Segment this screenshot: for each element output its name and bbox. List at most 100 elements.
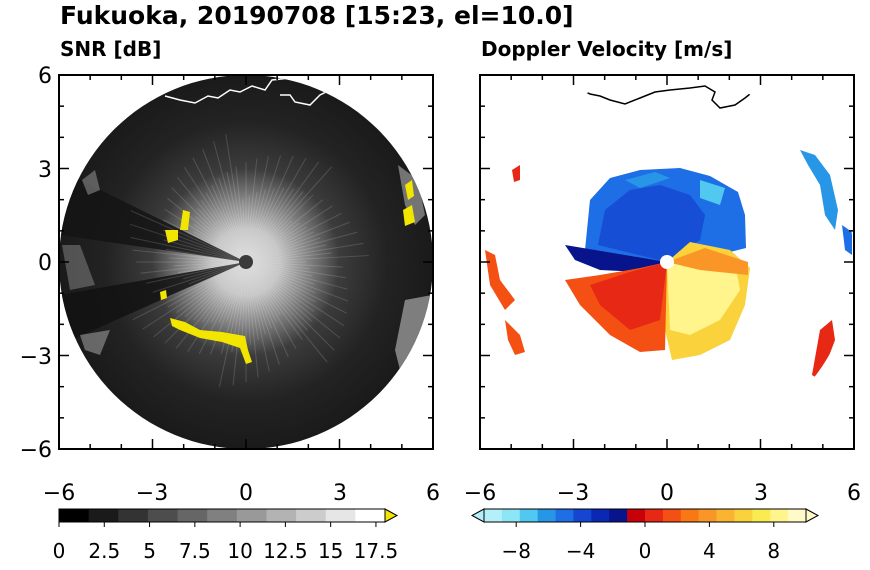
snr-speckle-ray (232, 261, 247, 386)
snr-speckle-ray (218, 261, 247, 323)
snr-colorbar-segment (296, 509, 327, 522)
snr-colorbar-tick-label: 12.5 (263, 539, 308, 563)
snr-colorbar-tick-label: 2.5 (88, 539, 120, 563)
snr-speckle-ray (226, 261, 247, 322)
snr-speckle-ray (245, 226, 307, 263)
doppler-colorbar-segment (519, 509, 539, 522)
snr-speckle-ray (245, 261, 348, 290)
snr-speckle-ray (202, 148, 247, 263)
snr-y-tick-label: −6 (20, 438, 52, 463)
snr-speckle-ray (245, 261, 341, 339)
doppler-colorbar-segment (627, 509, 646, 522)
snr-speckle-ray (245, 261, 266, 335)
snr-speckle-ray (245, 261, 277, 322)
snr-speckle-ray (167, 261, 247, 308)
snr-speckle-ray (245, 261, 345, 327)
doppler-colorbar-extend-min (470, 508, 485, 523)
snr-speckle-ray (245, 261, 328, 363)
snr-speckle-ray (245, 212, 342, 263)
snr-speckle-ray (226, 171, 247, 263)
snr-speckle-ray (245, 221, 350, 263)
snr-colorbar-extend-max (384, 508, 399, 523)
doppler-x-tick-labels: −6 −3 0 3 6 (464, 481, 861, 506)
snr-speckle-ray (245, 195, 251, 263)
doppler-axis-ticks (479, 74, 855, 450)
snr-speckle-ray (193, 223, 247, 263)
snr-speckle-ray (152, 261, 247, 293)
snr-x-tick-labels: −6 −3 0 3 6 (43, 481, 440, 506)
snr-radar-site (239, 255, 253, 269)
snr-speckle-ray (132, 249, 247, 263)
snr-y-tick-label: 0 (38, 251, 52, 276)
snr-colorbar-segment (118, 509, 149, 522)
snr-speckle-ray (245, 187, 285, 263)
snr-panel-title: SNR [dB] (60, 37, 161, 61)
snr-colorbar-segment (355, 509, 386, 522)
snr-speckle-ray (245, 261, 335, 351)
snr-speckle-ray (240, 261, 247, 349)
snr-speckle-ray (245, 189, 266, 263)
doppler-colorbar-segment (770, 509, 789, 522)
snr-speckle-ray (245, 261, 315, 285)
snr-speckle-ray (245, 242, 364, 263)
snr-colorbar-segment (266, 509, 297, 522)
snr-speckle-ray (245, 188, 294, 263)
snr-speckle-ray (245, 161, 320, 263)
snr-speckle-ray (245, 155, 294, 263)
snr-y-tick-label: −3 (20, 345, 52, 370)
snr-speckle-ray (245, 220, 293, 263)
doppler-colorbar-segment (591, 509, 610, 522)
doppler-panel-title: Doppler Velocity [m/s] (481, 37, 732, 61)
doppler-x-tick-label: −3 (557, 481, 589, 506)
snr-colorbar-tick-label: 17.5 (354, 539, 399, 563)
snr-speckle-ray (183, 261, 247, 280)
snr-speckle-ray (153, 261, 247, 338)
snr-speckle-ray (245, 261, 281, 316)
snr-speckle-ray (245, 199, 324, 263)
snr-speckle-ray (171, 187, 247, 263)
snr-speckle-ray (193, 261, 247, 321)
snr-speckle-ray (188, 261, 247, 285)
snr-speckle-ray (245, 155, 282, 263)
snr-speckle-ray (245, 231, 358, 263)
doppler-colorbar-extend-max (805, 508, 820, 523)
snr-speckle-ray (235, 166, 247, 263)
snr-colorbar-segment (325, 509, 356, 522)
snr-speckle-ray (245, 194, 314, 263)
snr-speckle-ray (245, 231, 314, 263)
doppler-radar-site (660, 255, 674, 269)
snr-speckle-ray (130, 210, 247, 263)
snr-x-tick-label: −3 (136, 481, 168, 506)
doppler-colorbar-segment (609, 509, 628, 522)
snr-speckle-ray (184, 261, 247, 318)
doppler-colorbar-segment (788, 509, 807, 522)
snr-speckle-ray (245, 261, 316, 294)
snr-colorbar (58, 508, 399, 527)
snr-speckle-ray (211, 185, 247, 263)
snr-speckle-ray (129, 223, 247, 263)
snr-speckle-ray (132, 261, 247, 321)
snr-speckle-ray (202, 261, 247, 323)
snr-speckle-ray (245, 237, 321, 263)
snr-speckle-ray (173, 261, 247, 267)
snr-panel: SNR [dB] (20, 37, 440, 563)
doppler-x-tick-label: 6 (847, 481, 861, 506)
snr-axis-ticks (58, 74, 434, 450)
snr-speckle-ray (175, 261, 247, 349)
doppler-colorbar-tick-labels: −8 −4 0 4 8 (501, 539, 780, 563)
snr-speckle-ray (163, 239, 247, 263)
snr-colorbar-segment (177, 509, 208, 522)
snr-speckle-ray (193, 231, 247, 263)
doppler-colorbar-segment (555, 509, 575, 522)
doppler-colorbar-tick-label: 0 (639, 539, 652, 563)
snr-speckle-ray (169, 257, 247, 263)
snr-speckle-ray (245, 261, 313, 277)
snr-speckle-ray (213, 141, 247, 263)
snr-speckle-ray (245, 157, 307, 263)
snr-speckle-ray (245, 261, 259, 378)
snr-speckle-ray (165, 248, 247, 263)
doppler-colorbar-segment (501, 509, 521, 522)
snr-colorbar-segment (147, 509, 179, 522)
snr-disk-features (60, 77, 432, 388)
snr-speckle-ray (130, 236, 247, 263)
